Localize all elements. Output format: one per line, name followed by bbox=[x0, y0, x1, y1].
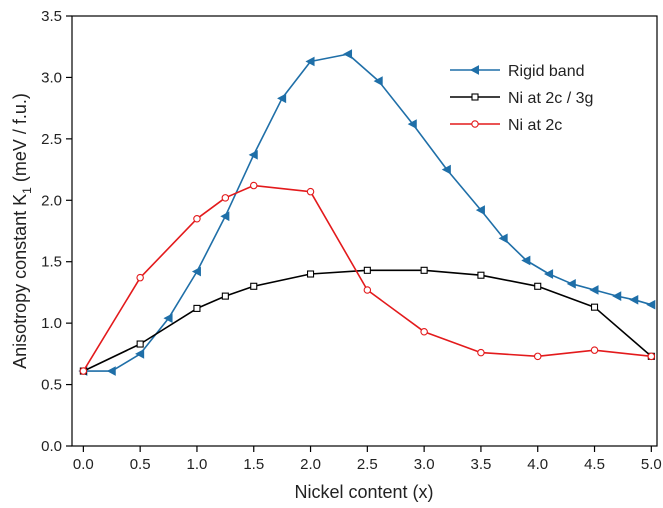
x-tick-label: 4.5 bbox=[584, 456, 605, 473]
x-tick-label: 3.5 bbox=[471, 456, 492, 473]
y-tick-label: 1.0 bbox=[41, 315, 62, 332]
data-point bbox=[306, 270, 315, 278]
x-tick-label: 0.5 bbox=[130, 456, 151, 473]
data-point bbox=[646, 299, 656, 310]
legend-label-rigid-band: Rigid band bbox=[508, 63, 585, 80]
x-axis-title: Nickel content (x) bbox=[294, 482, 433, 502]
legend-marker bbox=[469, 65, 479, 75]
data-point bbox=[477, 271, 485, 279]
data-point bbox=[250, 282, 258, 290]
data-point bbox=[373, 76, 383, 86]
data-point bbox=[163, 313, 173, 324]
legend-item-ni-2c: Ni at 2c bbox=[450, 117, 562, 134]
data-point bbox=[342, 49, 353, 59]
data-point bbox=[544, 269, 554, 279]
data-point bbox=[277, 93, 287, 104]
data-point bbox=[106, 366, 116, 376]
x-tick-label: 4.0 bbox=[527, 456, 548, 473]
data-point bbox=[629, 294, 639, 305]
y-tick-label: 2.0 bbox=[41, 192, 62, 209]
data-point bbox=[305, 56, 315, 67]
series-layer bbox=[78, 49, 656, 376]
data-point bbox=[441, 164, 451, 175]
legend-marker bbox=[471, 120, 479, 128]
series-line bbox=[82, 184, 652, 372]
x-tick-label: 3.0 bbox=[414, 456, 435, 473]
data-point bbox=[220, 211, 230, 222]
y-tick-label: 3.5 bbox=[41, 8, 62, 25]
data-point bbox=[533, 352, 542, 361]
y-axis-title-unit: (meV / f.u.) bbox=[10, 93, 30, 187]
series-0 bbox=[78, 49, 656, 376]
y-axis-title-main: Anisotropy constant K bbox=[10, 194, 30, 369]
x-tick-label: 2.5 bbox=[357, 456, 378, 473]
legend: Rigid band Ni at 2c / 3g Ni at 2c bbox=[450, 63, 593, 134]
x-tick-label: 5.0 bbox=[641, 456, 662, 473]
data-point bbox=[420, 266, 428, 274]
y-tick-label: 1.5 bbox=[41, 254, 62, 271]
series-line bbox=[83, 53, 652, 372]
data-point bbox=[590, 303, 599, 311]
data-point bbox=[193, 214, 201, 223]
legend-label-ni-2c: Ni at 2c bbox=[508, 117, 562, 134]
data-point bbox=[534, 282, 542, 290]
data-point bbox=[612, 291, 622, 301]
data-point bbox=[521, 255, 531, 266]
x-tick-label: 1.5 bbox=[243, 456, 264, 473]
data-point bbox=[363, 266, 371, 274]
x-tick-label: 0.0 bbox=[73, 456, 94, 473]
y-axis-title: Anisotropy constant K1 (meV / f.u.) bbox=[10, 93, 34, 369]
series-line bbox=[83, 269, 652, 372]
y-axis-ticks: 0.0 0.5 1.0 1.5 2.0 2.5 3.0 3.5 bbox=[41, 8, 72, 455]
y-tick-label: 2.5 bbox=[41, 131, 62, 148]
data-point bbox=[363, 286, 372, 294]
data-point bbox=[589, 285, 599, 295]
data-point bbox=[566, 278, 576, 289]
data-point bbox=[498, 233, 508, 244]
y-tick-label: 0.5 bbox=[41, 377, 62, 394]
data-point bbox=[191, 266, 201, 277]
series-2 bbox=[79, 181, 656, 375]
data-point bbox=[475, 205, 485, 215]
x-axis-ticks: 0.0 0.5 1.0 1.5 2.0 2.5 3.0 3.5 4.0 4.5 5.0 bbox=[73, 446, 662, 473]
legend-item-rigid-band: Rigid band bbox=[450, 63, 585, 80]
data-point bbox=[590, 346, 599, 354]
y-tick-label: 0.0 bbox=[41, 438, 62, 455]
y-tick-label: 3.0 bbox=[41, 69, 62, 86]
data-point bbox=[135, 349, 145, 359]
data-point bbox=[136, 273, 144, 282]
data-point bbox=[193, 304, 201, 312]
legend-marker bbox=[471, 93, 479, 101]
data-point bbox=[221, 292, 229, 300]
data-point bbox=[248, 149, 258, 160]
data-point bbox=[306, 187, 315, 196]
x-tick-label: 2.0 bbox=[300, 456, 321, 473]
data-point bbox=[221, 194, 230, 202]
legend-label-ni-2c-3g: Ni at 2c / 3g bbox=[508, 90, 593, 107]
data-point bbox=[477, 348, 485, 357]
x-tick-label: 1.0 bbox=[187, 456, 208, 473]
data-point bbox=[79, 367, 88, 375]
y-axis-title-subscript: 1 bbox=[20, 187, 34, 194]
data-point bbox=[647, 352, 656, 361]
data-point bbox=[420, 327, 428, 336]
plot-frame bbox=[71, 15, 658, 447]
data-point bbox=[407, 119, 417, 129]
data-point bbox=[249, 181, 258, 190]
data-point bbox=[136, 340, 144, 348]
legend-item-ni-2c-3g: Ni at 2c / 3g bbox=[450, 90, 593, 107]
